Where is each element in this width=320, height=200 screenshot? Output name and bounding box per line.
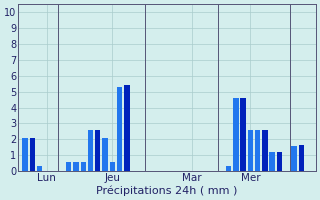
Bar (117, 87, 122, 171)
Bar (30, 138, 35, 171)
Bar (81, 162, 86, 171)
Bar (73, 162, 79, 171)
Bar (299, 145, 304, 171)
Bar (233, 98, 239, 171)
Bar (255, 130, 260, 171)
Bar (291, 146, 297, 171)
Bar (37, 166, 42, 171)
Bar (277, 152, 282, 171)
Bar (95, 130, 100, 171)
Bar (88, 130, 93, 171)
Bar (124, 85, 130, 171)
Bar (22, 138, 28, 171)
Bar (102, 138, 108, 171)
X-axis label: Précipitations 24h ( mm ): Précipitations 24h ( mm ) (96, 185, 237, 196)
Bar (109, 162, 115, 171)
Bar (226, 166, 231, 171)
Bar (66, 162, 71, 171)
Bar (248, 130, 253, 171)
Bar (269, 152, 275, 171)
Bar (240, 98, 246, 171)
Bar (262, 130, 268, 171)
